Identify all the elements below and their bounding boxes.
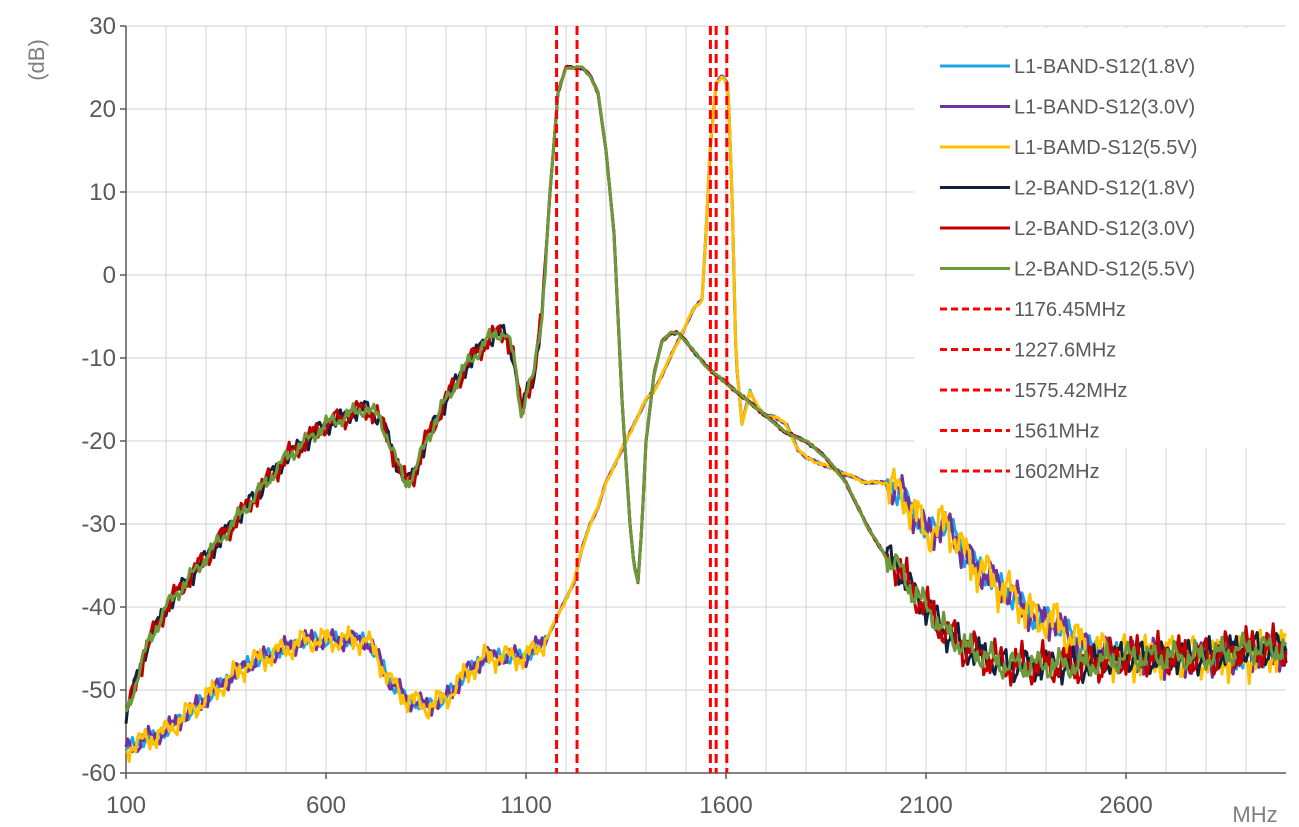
chart-axes: -60 -50 -40 -30 -20 -10 0 10 20 30 100 600 1100 1600 2… (81, 13, 1286, 819)
legend-entry-label: L2-BAND-S12(5.5V) (1014, 259, 1195, 281)
y-tick-label: -50 (81, 677, 116, 704)
x-tick-label: 1600 (699, 792, 752, 819)
y-tick-label: 30 (89, 13, 116, 40)
y-axis-label: (dB) (24, 39, 49, 81)
y-tick-label: -40 (81, 594, 116, 621)
x-tick-label: 100 (106, 792, 146, 819)
chart-series (124, 64, 1288, 763)
chart-legend: L1-BAND-S12(1.8V) L1-BAND-S12(3.0V) L1-BAM… (914, 28, 1286, 483)
y-tick-label: 0 (103, 262, 116, 289)
legend-entry-label: 1575.42MHz (1014, 380, 1127, 402)
y-tick-label: 20 (89, 96, 116, 123)
legend-entry-label: 1176.45MHz (1014, 299, 1126, 321)
legend-entry-label: 1561MHz (1014, 421, 1100, 443)
series-line (124, 64, 1288, 713)
x-axis-label: MHz (1232, 802, 1277, 827)
y-tick-label: 10 (89, 179, 116, 206)
y-tick-label: -20 (81, 428, 116, 455)
legend-box (914, 28, 1286, 448)
legend-entry-label: 1602MHz (1014, 461, 1100, 483)
legend-entry-label: 1227.6MHz (1014, 340, 1116, 362)
legend-entry-label: L2-BAND-S12(3.0V) (1014, 218, 1195, 240)
x-tick-label: 1100 (500, 792, 552, 819)
legend-entry-label: L1-BAMD-S12(5.5V) (1014, 137, 1197, 159)
y-tick-label: -30 (81, 511, 116, 538)
chart-markers (555, 26, 729, 773)
legend-entry-label: L2-BAND-S12(1.8V) (1014, 178, 1195, 200)
y-tick-label: -10 (81, 345, 116, 372)
y-tick-label: -60 (81, 760, 116, 787)
x-tick-label: 2100 (899, 792, 952, 819)
legend-entry-label: L1-BAND-S12(1.8V) (1014, 56, 1195, 78)
legend-entry-label: L1-BAND-S12(3.0V) (1014, 97, 1195, 119)
x-tick-label: 2600 (1099, 792, 1152, 819)
x-tick-label: 600 (306, 792, 346, 819)
